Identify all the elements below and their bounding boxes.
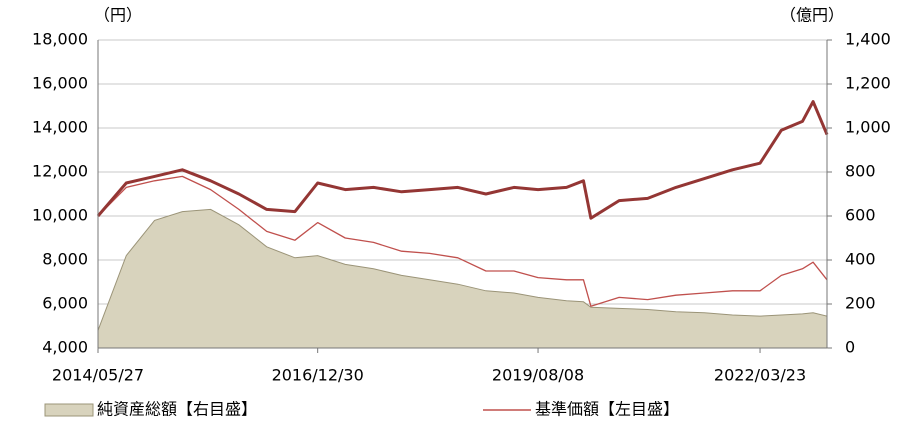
- y-tick-label: 16,000: [32, 74, 88, 93]
- y-tick-label: 10,000: [32, 206, 88, 225]
- y2-tick-label: 400: [845, 250, 876, 269]
- y-tick-label: 12,000: [32, 162, 88, 181]
- y2-tick-label: 200: [845, 294, 876, 313]
- y-tick-label: 14,000: [32, 118, 88, 137]
- y2-axis-label: （億円）: [780, 6, 844, 25]
- y2-tick-label: 600: [845, 206, 876, 225]
- y2-tick-label: 1,400: [845, 30, 891, 49]
- legend-label: 純資産総額【右目盛】: [97, 400, 257, 419]
- y-axis-label: （円）: [94, 6, 142, 25]
- x-tick-label: 2022/03/23: [714, 366, 806, 385]
- y2-tick-label: 0: [845, 338, 855, 357]
- legend-label: 基準価額【左目盛】: [535, 400, 679, 419]
- y2-tick-label: 1,000: [845, 118, 891, 137]
- legend-swatch: [44, 403, 94, 417]
- area: [97, 208, 828, 349]
- x-tick-label: 2014/05/27: [52, 366, 144, 385]
- line: [97, 175, 828, 307]
- x-tick-label: 2016/12/30: [272, 366, 364, 385]
- y2-tick-label: 800: [845, 162, 876, 181]
- line: [96, 100, 829, 220]
- y-tick-label: 8,000: [42, 250, 88, 269]
- x-tick-label: 2019/08/08: [492, 366, 584, 385]
- y-tick-label: 4,000: [42, 338, 88, 357]
- y-tick-label: 18,000: [32, 30, 88, 49]
- y2-tick-label: 1,200: [845, 74, 891, 93]
- y-tick-label: 6,000: [42, 294, 88, 313]
